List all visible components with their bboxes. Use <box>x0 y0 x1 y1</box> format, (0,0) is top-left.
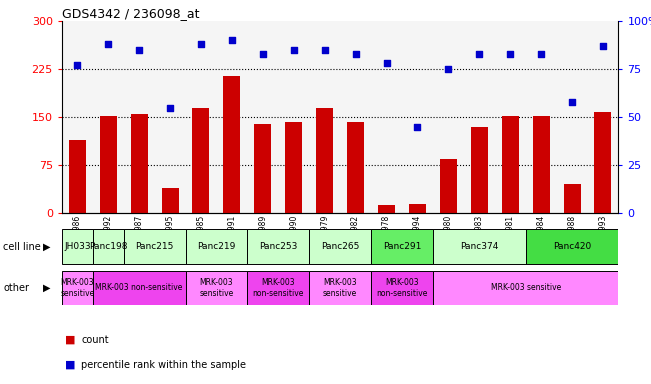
Bar <box>100 116 117 213</box>
Text: GDS4342 / 236098_at: GDS4342 / 236098_at <box>62 7 199 20</box>
Bar <box>255 124 271 213</box>
Bar <box>378 205 395 213</box>
Text: MRK-003 non-sensitive: MRK-003 non-sensitive <box>96 283 183 293</box>
Bar <box>124 229 186 264</box>
Bar <box>502 116 519 213</box>
Text: ■: ■ <box>65 335 76 345</box>
Point <box>134 47 145 53</box>
Point <box>165 104 175 111</box>
Bar <box>471 127 488 213</box>
Text: MRK-003 sensitive: MRK-003 sensitive <box>491 283 561 293</box>
Point <box>103 41 113 47</box>
Text: MRK-003
sensitive: MRK-003 sensitive <box>199 278 234 298</box>
Bar <box>161 187 178 213</box>
Text: Panc215: Panc215 <box>135 242 174 251</box>
Bar <box>564 184 581 213</box>
Text: cell line: cell line <box>3 242 41 252</box>
Text: MRK-003
non-sensitive: MRK-003 non-sensitive <box>376 278 428 298</box>
Bar <box>69 139 86 213</box>
Text: Panc198: Panc198 <box>89 242 128 251</box>
Text: Panc291: Panc291 <box>383 242 421 251</box>
Point <box>505 51 516 57</box>
Text: ▶: ▶ <box>43 283 51 293</box>
Bar <box>533 116 549 213</box>
Text: JH033: JH033 <box>64 242 90 251</box>
Bar <box>525 229 618 264</box>
Bar <box>92 271 186 305</box>
Text: other: other <box>3 283 29 293</box>
Bar <box>316 108 333 213</box>
Bar <box>186 271 247 305</box>
Point <box>227 37 237 43</box>
Point <box>567 99 577 105</box>
Bar <box>285 122 302 213</box>
Point <box>72 62 83 68</box>
Text: Panc253: Panc253 <box>259 242 298 251</box>
Text: Panc219: Panc219 <box>197 242 236 251</box>
Text: MRK-003
non-sensitive: MRK-003 non-sensitive <box>253 278 304 298</box>
Point <box>381 60 392 66</box>
Text: Panc265: Panc265 <box>321 242 359 251</box>
Text: percentile rank within the sample: percentile rank within the sample <box>81 360 246 370</box>
Bar <box>186 229 247 264</box>
Bar <box>92 229 124 264</box>
Text: MRK-003
sensitive: MRK-003 sensitive <box>60 278 94 298</box>
Point <box>350 51 361 57</box>
Text: Panc420: Panc420 <box>553 242 591 251</box>
Bar <box>62 229 92 264</box>
Bar <box>371 229 433 264</box>
Text: MRK-003
sensitive: MRK-003 sensitive <box>323 278 357 298</box>
Point <box>288 47 299 53</box>
Bar <box>433 271 618 305</box>
Point <box>474 51 484 57</box>
Text: ■: ■ <box>65 360 76 370</box>
Point <box>443 66 454 72</box>
Bar <box>371 271 433 305</box>
Bar <box>409 204 426 213</box>
Bar <box>247 229 309 264</box>
Bar <box>433 229 525 264</box>
Text: ▶: ▶ <box>43 242 51 252</box>
Bar <box>594 112 611 213</box>
Bar <box>131 114 148 213</box>
Bar <box>193 108 210 213</box>
Point <box>412 124 422 130</box>
Point <box>320 47 330 53</box>
Point <box>258 51 268 57</box>
Bar <box>309 271 371 305</box>
Point <box>598 43 608 49</box>
Bar <box>62 271 92 305</box>
Bar <box>347 122 364 213</box>
Text: count: count <box>81 335 109 345</box>
Bar <box>247 271 309 305</box>
Bar <box>309 229 371 264</box>
Point <box>536 51 546 57</box>
Bar <box>223 76 240 213</box>
Bar <box>440 159 457 213</box>
Point <box>196 41 206 47</box>
Text: Panc374: Panc374 <box>460 242 499 251</box>
